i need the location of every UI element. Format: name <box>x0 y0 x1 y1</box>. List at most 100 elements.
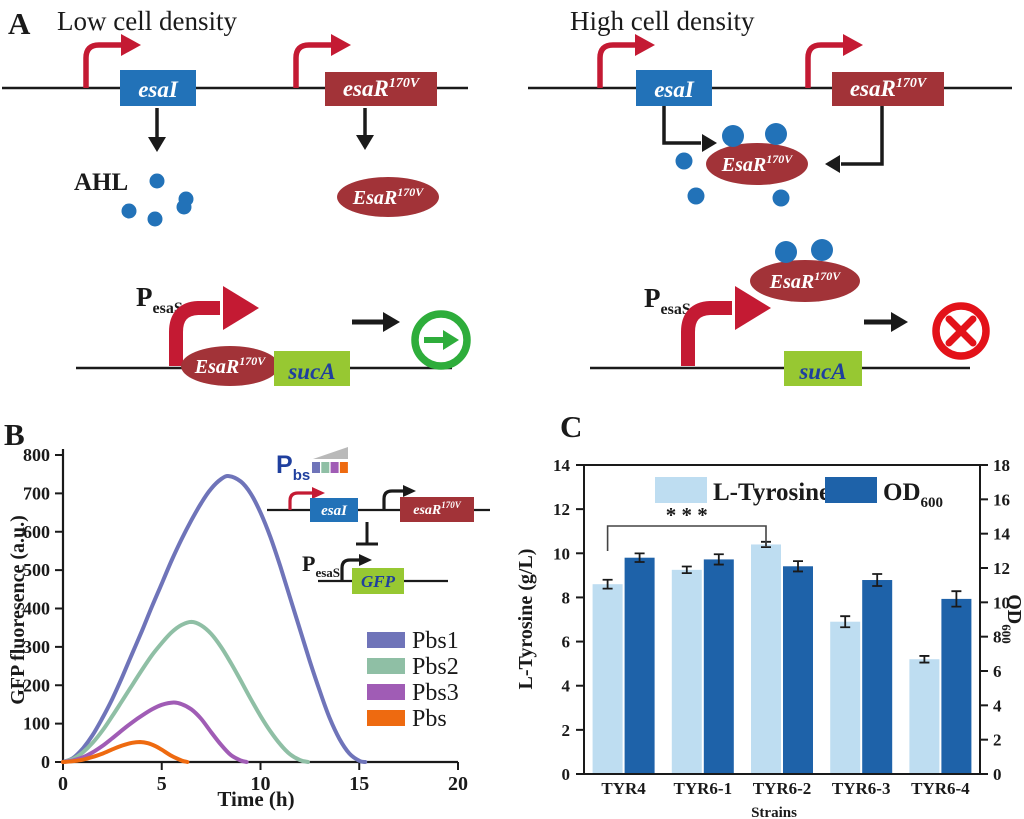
esaI-gene-label: esaI <box>321 503 348 519</box>
panel-b-label: B <box>4 417 25 452</box>
result-arrowhead-icon <box>891 312 908 332</box>
stop-icon-cross <box>945 315 977 347</box>
b-y-tick-label: 200 <box>23 675 50 695</box>
c-right-tick-label: 18 <box>993 456 1010 475</box>
ahl-dot-icon <box>147 211 163 227</box>
c-x-axis-label: Strains <box>751 805 797 819</box>
c-right-tick-label: 10 <box>993 593 1010 612</box>
pesas-promoter-arrow-icon <box>681 301 732 366</box>
esaI-gene-box <box>310 498 358 522</box>
legend-label-pbs: Pbs <box>412 706 447 732</box>
pesas-promoter-label: PesaS <box>302 551 340 580</box>
c-left-tick-label: 12 <box>553 500 570 519</box>
legend-swatch-pbs3 <box>367 684 405 700</box>
down-arrowhead-icon <box>148 137 166 152</box>
esaR-protein-ellipse <box>750 260 860 302</box>
c-right-tick-label: 12 <box>993 559 1010 578</box>
promoter-arrowhead-icon <box>403 485 416 497</box>
elbow-arrow-icon <box>662 106 701 145</box>
sucA-gene-label: sucA <box>798 359 846 384</box>
gfp-gene-label: GFP <box>361 572 396 591</box>
elbow-arrowhead-icon <box>702 134 717 152</box>
esaR-gene-box <box>832 72 944 106</box>
esaI-gene-box <box>120 70 196 106</box>
stop-icon <box>932 302 990 360</box>
legend-label-pbs2: Pbs2 <box>412 654 459 680</box>
pbs-variant-swatch <box>321 462 330 473</box>
errorbar-od600-TYR6-1 <box>713 553 724 566</box>
errorbar-od600-TYR6-3 <box>872 573 883 587</box>
c-plot-area: TYR4 TYR6-1 TYR6-2 TYR6-3 TYR6-4 0 2 4 6 8 10 12 14 0… <box>553 456 1011 798</box>
errorbar-od600-TYR4 <box>634 552 645 563</box>
c-left-tick-label: 14 <box>553 456 571 475</box>
c-left-tick-label: 10 <box>553 544 570 563</box>
bar-od600-TYR4 <box>624 557 655 774</box>
legend-swatch-od600 <box>825 477 877 503</box>
promoter-arrow-icon <box>340 558 359 581</box>
c-category-label: TYR6-4 <box>911 779 970 798</box>
errorbar-od600-TYR6-2 <box>793 560 803 573</box>
b-curve-Pbs2 <box>61 619 310 764</box>
bar-ltyrosine-TYR6-1 <box>671 569 702 774</box>
legend-swatch-pbs <box>367 710 405 726</box>
down-arrowhead-icon <box>356 135 374 150</box>
legend-label-od600: OD600 <box>883 479 943 511</box>
b-x-tick-label: 0 <box>58 773 68 795</box>
pesas-promoter-arrow-icon <box>169 301 220 366</box>
esaI-gene-label: esaI <box>654 77 695 102</box>
b-curve-Pbs <box>61 739 190 764</box>
pbs-promoter-label: Pbs <box>276 451 310 484</box>
ahl-dot-icon <box>121 203 137 219</box>
significance-stars: * * * <box>666 503 708 527</box>
bar-od600-TYR6-4 <box>941 598 972 774</box>
c-category-label: TYR6-2 <box>753 779 812 798</box>
b-x-tick-label: 20 <box>448 773 468 795</box>
panel-c-label: C <box>560 409 582 444</box>
c-left-axis-label: L-Tyrosine (g/L) <box>515 549 537 690</box>
errorbar-ltyrosine-TYR6-4 <box>919 655 930 664</box>
elbow-arrow-icon <box>841 106 884 166</box>
b-y-tick-label: 300 <box>23 637 50 657</box>
c-category-label: TYR6-1 <box>674 779 733 798</box>
b-y-tick-label: 800 <box>23 445 50 465</box>
pbs-variant-swatch <box>330 462 339 473</box>
c-right-tick-label: 8 <box>993 628 1002 647</box>
b-curve-Pbs1 <box>61 474 368 764</box>
esaR-protein-ellipse <box>337 177 439 217</box>
c-right-tick-label: 14 <box>993 525 1011 544</box>
errorbar-od600-TYR6-4 <box>951 590 962 608</box>
b-x-tick-label: 15 <box>349 773 369 795</box>
promoter-arrowhead-icon <box>312 487 325 499</box>
esaI-gene-label: esaI <box>138 77 179 102</box>
bar-ltyrosine-TYR4 <box>592 584 623 774</box>
bar-od600-TYR6-1 <box>703 559 734 774</box>
c-right-tick-label: 2 <box>993 731 1002 750</box>
ahl-dot-icon <box>811 239 833 261</box>
esaR-gene-box <box>400 497 474 522</box>
esaR-gene-label: esaR170V <box>850 76 928 101</box>
b-y-tick-label: 0 <box>41 752 50 772</box>
esaR-gene-label: esaR170V <box>413 500 462 518</box>
c-right-tick-label: 0 <box>993 765 1002 784</box>
c-right-tick-label: 4 <box>993 696 1002 715</box>
ahl-dot-icon <box>775 241 797 263</box>
b-y-axis-label: GFP fluoresence (a.u.) <box>7 515 29 705</box>
b-y-tick-label: 600 <box>23 522 50 542</box>
panel-c: C L-Tyrosine (g/L) OD600 Strains TYR4 TYR… <box>515 409 1024 819</box>
significance-bracket <box>606 525 767 551</box>
bar-ltyrosine-TYR6-3 <box>830 621 861 774</box>
bar-ltyrosine-TYR6-2 <box>751 544 781 774</box>
esaR-gene-box <box>325 72 437 106</box>
promoter-arrow-icon <box>288 491 312 510</box>
b-y-tick-label: 100 <box>23 714 50 734</box>
c-right-tick-label: 16 <box>993 490 1010 509</box>
gradient-triangle-icon <box>313 447 348 459</box>
ahl-dot-icon <box>722 125 744 147</box>
result-arrowhead-icon <box>383 312 400 332</box>
b-x-tick-label: 10 <box>251 773 271 795</box>
pesas-promoter-arrowhead-icon <box>223 286 259 330</box>
esaR-protein-label: EsaR170V <box>194 354 266 378</box>
low-density-title: Low cell density <box>57 6 237 36</box>
c-left-tick-label: 6 <box>562 633 571 652</box>
c-left-tick-label: 0 <box>562 765 571 784</box>
